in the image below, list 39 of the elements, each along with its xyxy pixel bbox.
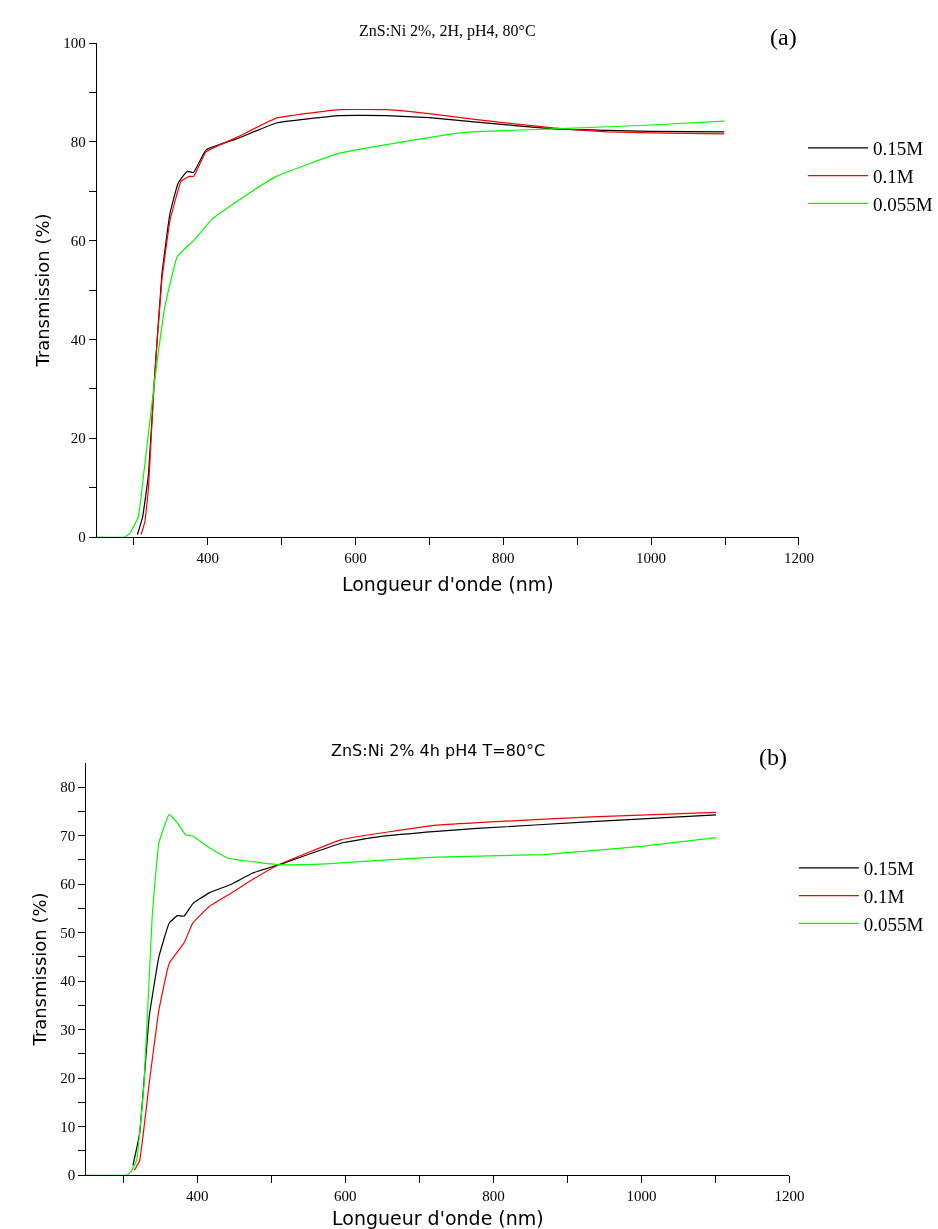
- x-tick-label: 600: [334, 1188, 357, 1205]
- x-tick-label: 1200: [783, 550, 814, 567]
- y-tick-label: 20: [70, 430, 86, 447]
- y-tick-label: 60: [60, 876, 76, 893]
- x-axis-title: Longueur d'onde (nm): [332, 1207, 544, 1229]
- legend-label: 0.1M: [863, 885, 905, 907]
- x-axis-title: Longueur d'onde (nm): [341, 572, 554, 595]
- x-tick-label: 800: [482, 1188, 505, 1205]
- y-axis-title: Transmission (%): [29, 892, 51, 1047]
- annotation: (a): [770, 24, 797, 50]
- y-tick-label: 100: [63, 35, 86, 52]
- x-tick-label: 400: [196, 550, 219, 567]
- annotation: (b): [759, 744, 787, 770]
- y-tick-label: 30: [60, 1021, 76, 1038]
- chart-title: ZnS:Ni 2% 4h pH4 T=80°C: [331, 741, 546, 760]
- x-tick-label: 1000: [636, 550, 667, 567]
- legend-label: 0.1M: [873, 165, 914, 187]
- y-tick-label: 50: [60, 924, 76, 941]
- x-tick-label: 800: [492, 550, 515, 567]
- y-tick-label: 40: [70, 331, 86, 348]
- legend-label: 0.15M: [873, 138, 924, 160]
- x-tick-label: 1000: [626, 1188, 657, 1205]
- y-tick-label: 0: [67, 1167, 76, 1184]
- y-tick-label: 60: [70, 232, 86, 249]
- chart-title: ZnS:Ni 2%, 2H, pH4, 80°C: [359, 22, 536, 40]
- y-tick-label: 20: [60, 1070, 76, 1087]
- legend-label: 0.055M: [863, 913, 924, 935]
- y-tick-label: 70: [60, 827, 76, 844]
- y-tick-label: 40: [60, 973, 76, 990]
- y-tick-label: 80: [60, 779, 76, 796]
- y-axis-title: Transmission (%): [32, 213, 54, 368]
- legend-label: 0.055M: [873, 193, 933, 215]
- x-tick-label: 600: [344, 550, 367, 567]
- y-tick-label: 0: [78, 529, 86, 546]
- x-tick-label: 1200: [774, 1188, 805, 1205]
- x-tick-label: 400: [186, 1188, 209, 1205]
- y-tick-label: 80: [70, 134, 86, 151]
- y-tick-label: 10: [60, 1118, 76, 1135]
- legend-label: 0.15M: [863, 858, 915, 880]
